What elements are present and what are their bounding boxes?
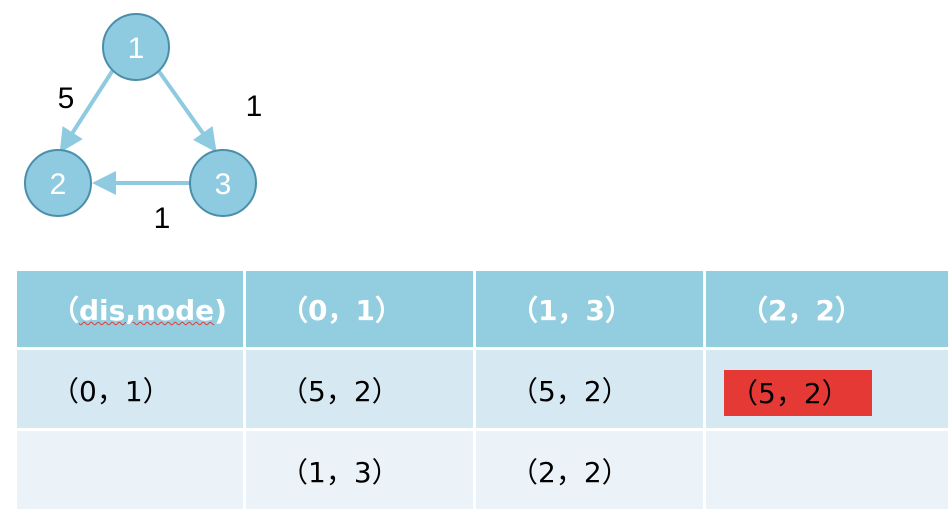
- edge-weight-1-2: 5: [58, 82, 75, 115]
- table-row: （0，1） （5，2） （5，2） （5，2）: [14, 347, 951, 431]
- table-cell: [703, 428, 951, 512]
- edge-weight-1-3: 1: [246, 90, 263, 123]
- edge-1-to-2: [59, 68, 115, 153]
- header-close-paren: ): [214, 294, 227, 327]
- header-step-2: （1，3）: [510, 294, 633, 327]
- table-cell: （5，2）: [473, 347, 706, 431]
- table-row: （1，3） （2，2）: [14, 428, 951, 512]
- cell-text: [17, 431, 243, 451]
- table-cell: （0，1）: [14, 347, 246, 431]
- header-cell: （1，3）: [473, 268, 706, 350]
- header-step-1: （0，1）: [280, 294, 403, 327]
- graph-diagram: 5 1 1 1 2 3: [24, 13, 263, 235]
- table-cell: [14, 428, 246, 512]
- table-cell: （5，2）: [703, 347, 951, 431]
- cell-text: （5，2）: [280, 375, 400, 408]
- node-2: 2: [24, 149, 92, 217]
- header-cell: （0，1）: [243, 268, 476, 350]
- dijkstra-heap-table: （dis,node) （0，1） （1，3） （2，2） （0，1） （5，2）…: [14, 268, 951, 512]
- edge-1-to-3: [156, 68, 217, 153]
- highlighted-entry: （5，2）: [724, 370, 872, 416]
- cell-text: （0，1）: [51, 375, 171, 408]
- edge-weight-3-2: 1: [154, 202, 171, 235]
- node-1-label: 1: [128, 32, 145, 65]
- header-open-paren: （: [51, 294, 80, 327]
- node-1: 1: [102, 13, 170, 81]
- table-cell: （2，2）: [473, 428, 706, 512]
- cell-text: （5，2）: [510, 375, 630, 408]
- cell-text: （1，3）: [280, 456, 400, 489]
- node-2-label: 2: [50, 168, 67, 201]
- header-label: dis,node: [79, 294, 215, 327]
- node-3-label: 3: [215, 168, 232, 201]
- table-cell: （1，3）: [243, 428, 476, 512]
- header-step-3: （2，2）: [740, 294, 863, 327]
- cell-text: [706, 431, 948, 451]
- table-cell: （5，2）: [243, 347, 476, 431]
- node-3: 3: [189, 149, 257, 217]
- table-header-row: （dis,node) （0，1） （1，3） （2，2）: [14, 268, 951, 350]
- header-cell: （dis,node): [14, 268, 246, 350]
- header-cell: （2，2）: [703, 268, 951, 350]
- cell-text: （2，2）: [510, 456, 630, 489]
